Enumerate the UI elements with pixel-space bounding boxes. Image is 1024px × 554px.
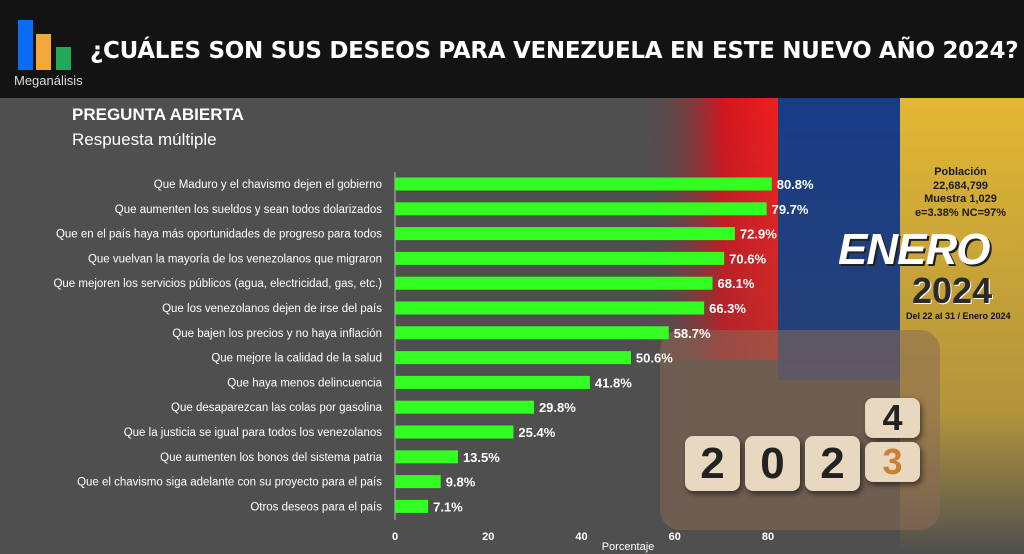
sample-size: Muestra 1,029 bbox=[924, 193, 997, 205]
x-tick-label: 0 bbox=[392, 531, 398, 543]
category-label: Que en el país haya más oportunidades de… bbox=[56, 229, 382, 241]
x-tick-label: 20 bbox=[482, 531, 494, 543]
survey-info: Población 22,684,799 Muestra 1,029 e=3.3… bbox=[903, 166, 1018, 220]
category-label: Que aumenten los bonos del sistema patri… bbox=[160, 452, 382, 464]
value-label: 80.8% bbox=[777, 177, 814, 192]
value-label: 72.9% bbox=[740, 227, 777, 242]
value-label: 7.1% bbox=[433, 499, 463, 514]
category-label: Que haya menos delincuencia bbox=[227, 377, 382, 389]
value-label: 25.4% bbox=[518, 425, 555, 440]
bar bbox=[395, 326, 669, 340]
category-label: Que mejore la calidad de la salud bbox=[211, 353, 382, 365]
response-type: Respuesta múltiple bbox=[72, 130, 217, 149]
category-label: Que los venezolanos dejen de irse del pa… bbox=[162, 303, 382, 315]
value-label: 9.8% bbox=[446, 475, 476, 490]
x-tick-label: 60 bbox=[669, 531, 681, 543]
bar bbox=[395, 276, 713, 290]
die: 0 bbox=[745, 436, 800, 491]
category-label: Que el chavismo siga adelante con su pro… bbox=[77, 477, 382, 489]
x-tick-label: 80 bbox=[762, 531, 774, 543]
bar bbox=[395, 499, 429, 513]
category-label: Que la justicia se igual para todos los … bbox=[124, 427, 383, 439]
bar bbox=[395, 227, 735, 241]
brand-name: Meganálisis bbox=[14, 73, 83, 88]
x-tick-label: 40 bbox=[575, 531, 587, 543]
value-label: 29.8% bbox=[539, 400, 576, 415]
date-range: Del 22 al 31 / Enero 2024 bbox=[906, 311, 1011, 321]
x-axis-label: Porcentaje bbox=[602, 541, 655, 553]
value-label: 79.7% bbox=[772, 202, 809, 217]
value-label: 13.5% bbox=[463, 450, 500, 465]
die: 4 bbox=[865, 398, 920, 438]
category-label: Que aumenten los sueldos y sean todos do… bbox=[115, 204, 382, 216]
value-label: 58.7% bbox=[674, 326, 711, 341]
bar bbox=[395, 450, 458, 464]
dice-image: 2 0 2 4 3 bbox=[685, 398, 935, 498]
bar bbox=[395, 425, 514, 439]
header-bar: Meganálisis ¿CUÁLES SON SUS DESEOS PARA … bbox=[0, 0, 1024, 98]
value-label: 68.1% bbox=[718, 276, 755, 291]
population-label: Población bbox=[934, 166, 987, 178]
category-label: Que mejoren los servicios públicos (agua… bbox=[53, 278, 382, 290]
month-label: ENERO bbox=[838, 225, 990, 274]
bar bbox=[395, 375, 590, 389]
page-title: ¿CUÁLES SON SUS DESEOS PARA VENEZUELA EN… bbox=[90, 38, 1019, 64]
value-label: 50.6% bbox=[636, 351, 673, 366]
category-label: Que Maduro y el chavismo dejen el gobier… bbox=[154, 179, 382, 191]
value-label: 41.8% bbox=[595, 375, 632, 390]
value-label: 66.3% bbox=[709, 301, 746, 316]
category-label: Otros deseos para el país bbox=[250, 501, 382, 513]
category-label: Que bajen los precios y no haya inflació… bbox=[172, 328, 382, 340]
brand-logo: Meganálisis bbox=[14, 18, 83, 88]
population-value: 22,684,799 bbox=[932, 179, 989, 192]
question-type: PREGUNTA ABIERTA bbox=[72, 105, 244, 124]
die: 3 bbox=[865, 442, 920, 482]
die: 2 bbox=[685, 436, 740, 491]
die: 2 bbox=[805, 436, 860, 491]
bar bbox=[395, 475, 441, 489]
category-label: Que vuelvan la mayoría de los venezolano… bbox=[88, 253, 382, 265]
category-label: Que desaparezcan las colas por gasolina bbox=[171, 402, 383, 414]
bar bbox=[395, 301, 705, 315]
bar bbox=[395, 400, 534, 414]
value-label: 70.6% bbox=[729, 251, 766, 266]
bar bbox=[395, 251, 725, 265]
bar bbox=[395, 351, 631, 365]
bar bbox=[395, 177, 772, 191]
year-label: 2024 bbox=[912, 270, 993, 311]
bar bbox=[395, 202, 767, 216]
error-margin: e=3.38% NC=97% bbox=[914, 206, 1007, 219]
